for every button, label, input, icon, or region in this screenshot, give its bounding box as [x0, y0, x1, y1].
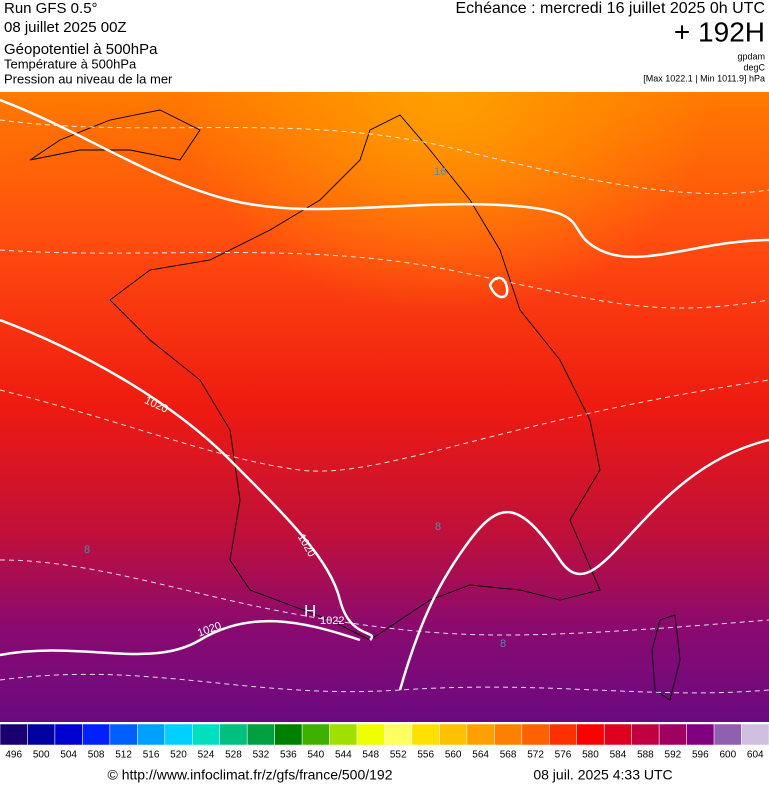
scale-swatch [0, 723, 28, 746]
scale-label: 520 [170, 750, 187, 761]
pressure-range: [Max 1022.1 | Min 1011.9] hPa [643, 73, 765, 83]
scale-swatch [27, 723, 56, 746]
scale-swatch [686, 723, 715, 746]
scale-swatch [54, 723, 83, 746]
scale-swatch [246, 723, 275, 746]
temperature-label: 8 [435, 521, 441, 533]
scale-swatch [274, 723, 303, 746]
scale-swatch [384, 723, 413, 746]
layer-label: Pression au niveau de la mer [4, 71, 173, 86]
scale-swatch [109, 723, 138, 746]
scale-label: 500 [33, 750, 50, 761]
scale-label: 564 [472, 750, 489, 761]
scale-label: 528 [225, 750, 242, 761]
scale-label: 508 [88, 750, 105, 761]
scale-swatch [466, 723, 495, 746]
scale-label: 584 [610, 750, 627, 761]
color-scale: 496 500 504 508 512 516 520 524 528 532 536 540 544 5… [0, 723, 769, 761]
layer-label: Température à 500hPa [4, 56, 137, 71]
scale-label: 496 [5, 750, 22, 761]
scale-label: 604 [747, 750, 764, 761]
high-pressure-mark: H [304, 601, 316, 620]
scale-label: 592 [665, 750, 682, 761]
scale-swatch [494, 723, 523, 746]
scale-label: 544 [335, 750, 352, 761]
scale-swatch [713, 723, 742, 746]
scale-swatch [549, 723, 577, 746]
scale-label: 600 [719, 750, 736, 761]
scale-label: 532 [253, 750, 270, 761]
unit-label: degC [743, 62, 765, 72]
scale-label: 540 [307, 750, 324, 761]
forecast-time: Echéance : mercredi 16 juillet 2025 0h U… [456, 0, 766, 17]
scale-label: 572 [527, 750, 544, 761]
scale-swatch [301, 723, 330, 746]
scale-swatch [329, 723, 358, 746]
map: 1020 1020 1020 H 1022 8 8 8 16 [0, 92, 769, 722]
scale-swatch [164, 723, 193, 746]
scale-label: 588 [637, 750, 654, 761]
scale-swatch [219, 723, 248, 746]
scale-label: 524 [198, 750, 215, 761]
timestamp: 08 juil. 2025 4:33 UTC [533, 767, 672, 783]
scale-swatch [82, 723, 111, 746]
source-url: © http://www.infoclimat.fr/z/gfs/france/… [108, 767, 393, 783]
scale-swatch [521, 723, 550, 746]
unit-label: gpdam [737, 51, 765, 61]
scale-swatch [631, 723, 660, 746]
scale-label: 504 [60, 750, 77, 761]
scale-swatch [741, 723, 769, 746]
scale-swatch [603, 723, 632, 746]
scale-label: 560 [445, 750, 462, 761]
temperature-contours [0, 119, 769, 694]
high-pressure-value: 1022 [320, 615, 344, 627]
layer-label: Géopotentiel à 500hPa [4, 41, 158, 58]
scale-label: 576 [555, 750, 572, 761]
scale-swatch [356, 723, 385, 746]
scale-swatch [192, 723, 220, 746]
isobars [0, 98, 769, 691]
temperature-label: 8 [84, 544, 90, 556]
temperature-label: 16 [434, 166, 446, 178]
scale-label: 596 [692, 750, 709, 761]
scale-swatch [439, 723, 468, 746]
forecast-offset: + 192H [674, 16, 765, 47]
map-highlight [0, 92, 769, 722]
run-title: Run GFS 0.5° [4, 0, 98, 17]
temperature-label: 8 [500, 638, 506, 650]
scale-swatch [411, 723, 440, 746]
scale-label: 548 [362, 750, 379, 761]
scale-label: 568 [500, 750, 517, 761]
scale-swatch [576, 723, 605, 746]
scale-label: 516 [143, 750, 160, 761]
scale-swatch [137, 723, 166, 746]
scale-label: 536 [280, 750, 297, 761]
scale-swatch [658, 723, 687, 746]
scale-label: 512 [115, 750, 132, 761]
scale-label: 556 [417, 750, 434, 761]
scale-label: 580 [582, 750, 599, 761]
scale-label: 552 [390, 750, 407, 761]
run-date: 08 juillet 2025 00Z [4, 19, 127, 36]
